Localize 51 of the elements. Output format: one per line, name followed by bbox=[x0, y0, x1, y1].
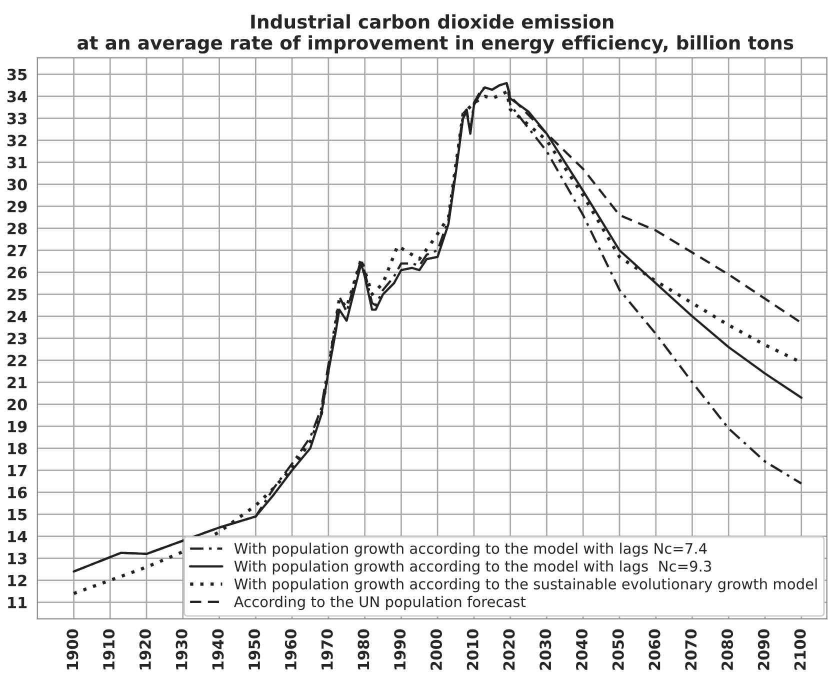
x-tick-label: 2040 bbox=[576, 629, 588, 670]
x-tick-label: 1970 bbox=[321, 629, 333, 670]
legend-label: With population growth according to the model with lags Nc=7.4 bbox=[234, 542, 707, 557]
y-tick-label: 24 bbox=[8, 310, 27, 322]
x-tick-label: 2000 bbox=[430, 629, 442, 670]
y-tick-label: 34 bbox=[7, 90, 27, 102]
y-tick-label: 29 bbox=[8, 200, 27, 212]
x-tick-label: 1900 bbox=[66, 629, 78, 670]
y-tick-label: 20 bbox=[8, 398, 27, 410]
y-tick-label: 14 bbox=[8, 530, 27, 542]
y-tick-label: 28 bbox=[8, 222, 27, 234]
x-tick-label: 2010 bbox=[466, 629, 478, 670]
x-tick-label: 1950 bbox=[248, 629, 260, 670]
y-tick-label: 22 bbox=[8, 354, 26, 366]
x-tick-label: 2020 bbox=[503, 629, 515, 670]
y-tick-label: 12 bbox=[8, 574, 26, 586]
y-tick-label: 21 bbox=[8, 376, 27, 388]
y-tick-label: 16 bbox=[8, 486, 27, 498]
y-tick-label: 27 bbox=[8, 244, 26, 256]
x-tick-label: 1930 bbox=[176, 629, 188, 670]
y-tick-label: 33 bbox=[7, 112, 26, 124]
y-tick-label: 11 bbox=[8, 596, 27, 608]
x-tick-label: 1910 bbox=[103, 629, 115, 670]
x-tick-label: 1920 bbox=[139, 629, 151, 670]
y-tick-label: 23 bbox=[8, 332, 26, 344]
x-tick-label: 1980 bbox=[358, 629, 370, 670]
chart-title: Industrial carbon dioxide emission at an average rate of improvement in energy efficiency, billion tons bbox=[77, 14, 794, 54]
y-tick-label: 30 bbox=[7, 178, 27, 190]
x-tick-label: 1990 bbox=[394, 629, 406, 670]
y-tick-label: 13 bbox=[8, 552, 26, 564]
x-tick-label: 2030 bbox=[540, 629, 552, 670]
legend-label: According to the UN population forecast bbox=[234, 596, 526, 610]
x-tick-label: 2100 bbox=[794, 629, 806, 670]
y-tick-label: 26 bbox=[8, 266, 27, 278]
legend-label: With population growth according to the sustainable evolutionary growth model bbox=[234, 578, 817, 592]
x-tick-label: 2090 bbox=[758, 629, 770, 670]
y-tick-label: 18 bbox=[8, 442, 27, 454]
y-tick-label: 32 bbox=[7, 134, 26, 146]
y-tick-label: 31 bbox=[7, 156, 27, 168]
x-tick-label: 2080 bbox=[721, 629, 734, 670]
x-tick-label: 2060 bbox=[648, 629, 660, 670]
x-tick-label: 1960 bbox=[284, 629, 296, 670]
x-tick-label: 2050 bbox=[612, 629, 624, 670]
y-tick-label: 19 bbox=[8, 420, 27, 432]
y-tick-label: 25 bbox=[8, 288, 27, 300]
y-tick-label: 17 bbox=[8, 464, 26, 476]
x-tick-label: 1940 bbox=[212, 629, 224, 670]
x-tick-label: 2070 bbox=[685, 629, 697, 670]
y-tick-label: 15 bbox=[8, 508, 27, 520]
y-tick-label: 35 bbox=[7, 68, 27, 80]
legend-label: With population growth according to the model with lags Nc=9.3 bbox=[234, 560, 712, 575]
